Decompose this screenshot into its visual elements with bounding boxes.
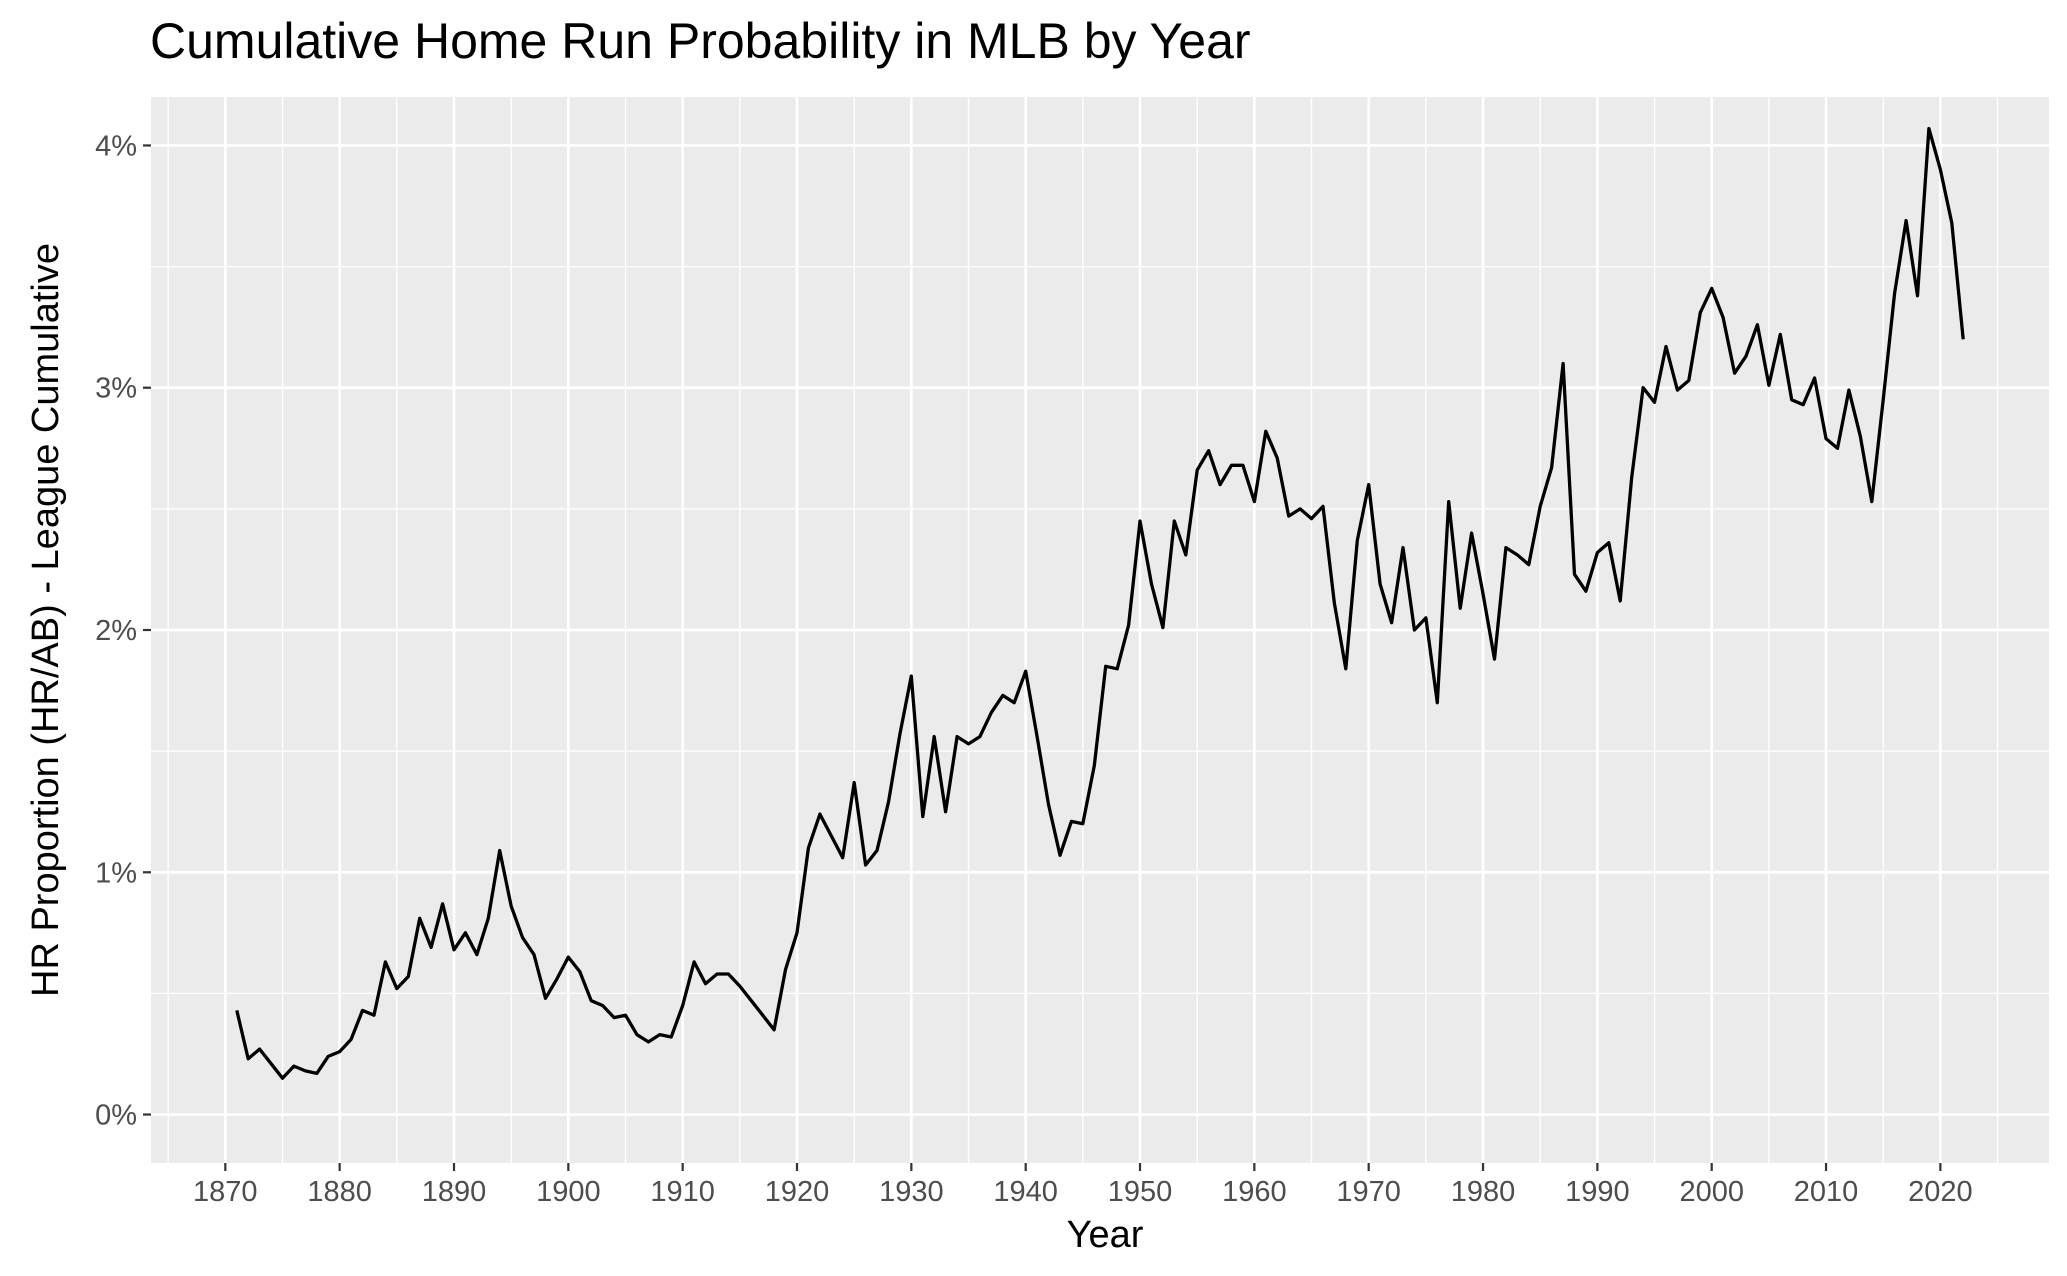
x-tick-label: 1870 — [193, 1176, 258, 1208]
x-tick-label: 1960 — [1222, 1176, 1287, 1208]
y-tick-label: 3% — [95, 373, 137, 405]
y-axis-title: HR Proportion (HR/AB) - League Cumulativ… — [25, 243, 67, 997]
x-tick-label: 1950 — [1108, 1176, 1173, 1208]
x-tick-label: 1970 — [1336, 1176, 1401, 1208]
x-tick-label: 1900 — [536, 1176, 601, 1208]
x-tick-label: 1880 — [307, 1176, 372, 1208]
y-tick-label: 2% — [95, 615, 137, 647]
y-tick-label: 1% — [95, 857, 137, 889]
x-tick-label: 1990 — [1565, 1176, 1630, 1208]
y-tick-label: 4% — [95, 130, 137, 162]
x-tick-label: 1910 — [650, 1176, 715, 1208]
x-tick-label: 1930 — [879, 1176, 944, 1208]
y-tick-label: 0% — [95, 1100, 137, 1132]
x-tick-label: 2010 — [1794, 1176, 1859, 1208]
x-tick-label: 2020 — [1908, 1176, 1973, 1208]
x-tick-label: 1890 — [422, 1176, 487, 1208]
plot-area: 1870 1880 1890 1900 1910 1920 1930 1940 1950 1960… — [95, 97, 2049, 1208]
x-axis-title: Year — [1067, 1214, 1144, 1256]
chart-title: Cumulative Home Run Probability in MLB b… — [150, 13, 1251, 69]
x-tick-label: 1920 — [765, 1176, 830, 1208]
x-tick-label: 2000 — [1679, 1176, 1744, 1208]
x-tick-label: 1980 — [1451, 1176, 1516, 1208]
x-tick-label: 1940 — [993, 1176, 1058, 1208]
series-line — [235, 126, 1965, 1080]
